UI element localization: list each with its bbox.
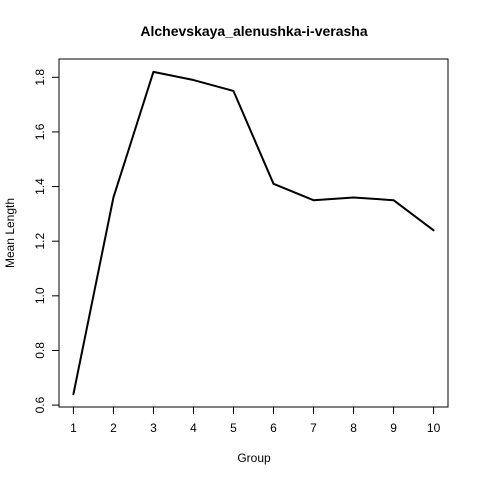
x-tick-label: 3	[150, 421, 157, 435]
x-tick-label: 2	[110, 421, 117, 435]
series-line	[72, 70, 435, 396]
y-tick-label: 1.4	[33, 178, 47, 195]
chart-title: Alchevskaya_alenushka-i-verasha	[140, 23, 367, 39]
x-tick-label: 9	[390, 421, 397, 435]
y-axis-label: Mean Length	[3, 198, 17, 268]
x-tick-label: 4	[190, 421, 197, 435]
y-tick-label: 0.8	[33, 342, 47, 359]
x-tick-label: 6	[270, 421, 277, 435]
x-tick-label: 5	[230, 421, 237, 435]
y-tick-label: 1.2	[33, 233, 47, 250]
x-tick-label: 7	[310, 421, 317, 435]
x-tick-label: 8	[350, 421, 357, 435]
x-axis-label: Group	[237, 451, 271, 465]
y-tick-label: 1.6	[33, 123, 47, 140]
y-tick-label: 1.0	[33, 287, 47, 304]
y-tick-label: 1.8	[33, 69, 47, 86]
x-axis: 1 2 3 4 5 6 7 8 9 10	[70, 406, 441, 435]
plot-area-frame	[58, 58, 449, 408]
y-tick-label: 0.6	[33, 396, 47, 413]
x-tick-label: 1	[70, 421, 77, 435]
x-tick-label: 10	[427, 421, 441, 435]
y-axis: 0.6 0.8 1.0 1.2 1.4 1.6 1.8	[33, 69, 60, 413]
series-group	[72, 70, 435, 396]
